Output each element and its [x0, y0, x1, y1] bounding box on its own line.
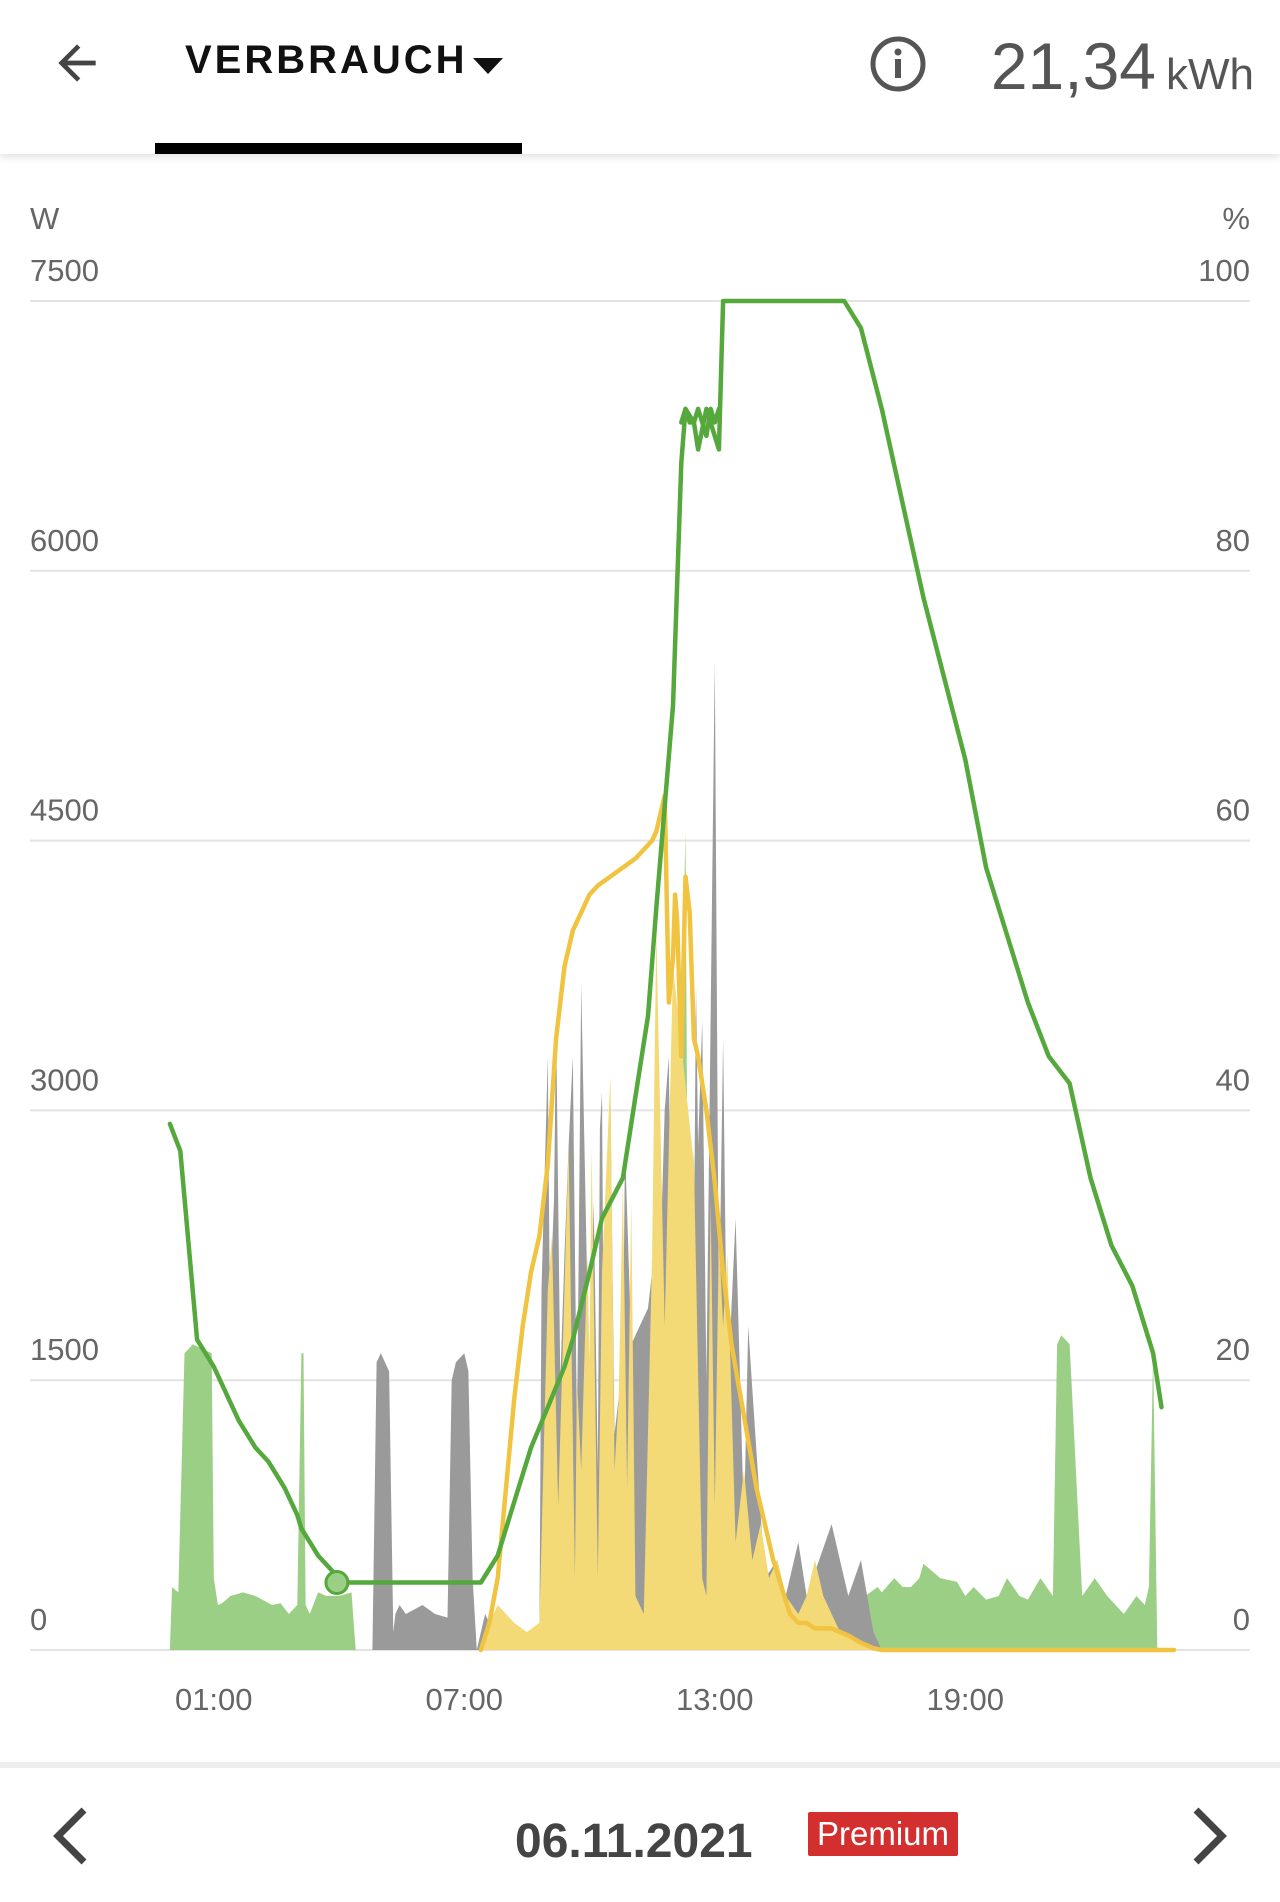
right-axis-tick-label: 100	[1198, 253, 1250, 288]
chevron-left-icon	[53, 1807, 87, 1865]
right-axis-tick-label: 20	[1216, 1332, 1250, 1367]
tab-active-indicator	[155, 143, 522, 154]
left-axis-tick-label: 1500	[30, 1332, 99, 1367]
left-axis-tick-label: 4500	[30, 793, 99, 828]
left-axis-tick-label: 7500	[30, 253, 99, 288]
date-navigation: 06.11.2021 Premium	[0, 1768, 1280, 1902]
footer-divider	[0, 1762, 1280, 1768]
left-axis-unit: W	[30, 201, 60, 236]
right-axis-unit: %	[1222, 201, 1250, 236]
left-axis-tick-label: 3000	[30, 1062, 99, 1097]
right-axis-tick-label: 40	[1216, 1062, 1250, 1097]
left-axis-tick-label: 6000	[30, 523, 99, 558]
area-series-1	[372, 660, 882, 1650]
right-axis-tick-label: 60	[1216, 793, 1250, 828]
back-button[interactable]	[40, 26, 114, 100]
chart-area[interactable]: 0 0 1500 20 3000 40 4500 60 6000 80 7500 100 W% 01:00…	[0, 154, 1280, 1762]
right-axis-tick-label: 80	[1216, 523, 1250, 558]
line-marker	[324, 1570, 350, 1596]
info-button[interactable]	[866, 32, 930, 96]
left-axis-tick-label: 0	[30, 1602, 47, 1637]
x-axis-tick-label: 19:00	[926, 1682, 1004, 1717]
x-axis-tick-label: 13:00	[676, 1682, 754, 1717]
app-header: VERBRAUCH 21,34 kWh	[0, 0, 1280, 154]
next-day-button[interactable]	[1170, 1796, 1250, 1876]
total-unit: kWh	[1166, 50, 1254, 99]
right-axis-tick-label: 0	[1233, 1602, 1250, 1637]
x-axis-tick-label: 01:00	[175, 1682, 253, 1717]
info-icon	[870, 36, 926, 92]
arrow-left-icon	[58, 44, 96, 82]
line-series-3	[478, 793, 1177, 1653]
current-date[interactable]: 06.11.2021	[515, 1815, 753, 1868]
consumption-chart[interactable]: 0 0 1500 20 3000 40 4500 60 6000 80 7500 100 W % 01:00…	[0, 154, 1280, 1762]
premium-badge[interactable]: Premium	[808, 1812, 959, 1856]
total-consumption: 21,34 kWh	[991, 28, 1254, 104]
area-series-0	[169, 831, 1158, 1650]
caret-down-icon[interactable]	[473, 58, 503, 76]
line-series-4	[167, 298, 1164, 1585]
area-series-2	[480, 930, 882, 1650]
total-value: 21,34	[990, 29, 1156, 103]
chevron-right-icon	[1193, 1807, 1227, 1865]
x-axis-tick-label: 07:00	[425, 1682, 503, 1717]
tab-label: VERBRAUCH	[185, 38, 468, 82]
line-series-5	[679, 406, 722, 439]
previous-day-button[interactable]	[30, 1796, 110, 1876]
tab-consumption[interactable]: VERBRAUCH	[155, 0, 522, 154]
